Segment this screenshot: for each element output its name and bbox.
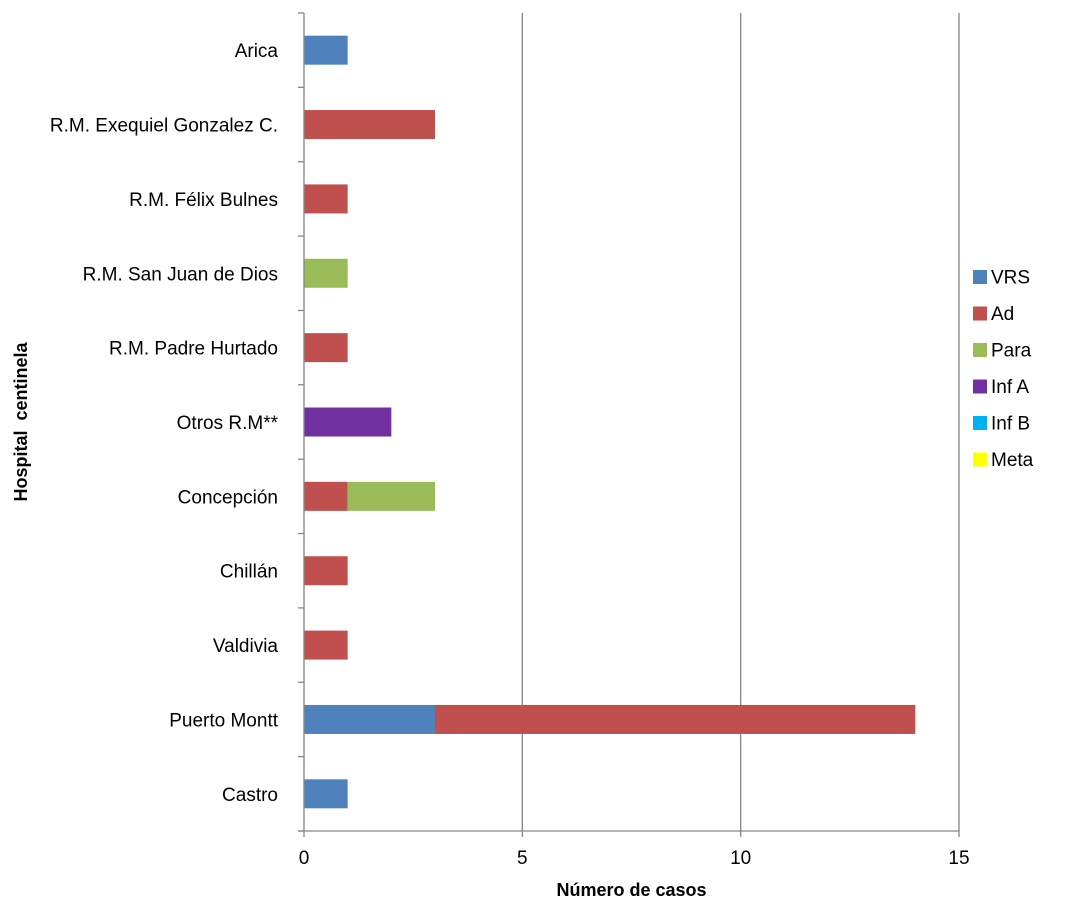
bar-segment [304, 184, 348, 214]
category-label: Valdivia [213, 636, 279, 657]
category-label: Castro [222, 785, 278, 806]
legend-label: Para [991, 341, 1032, 362]
category-label: R.M. Padre Hurtado [109, 339, 278, 360]
legend-label: Inf B [991, 414, 1030, 435]
x-tick-label: 15 [948, 848, 969, 869]
gridlines [521, 13, 960, 831]
legend-label: VRS [991, 268, 1030, 289]
x-tick-labels: 0 5 10 15 [299, 848, 970, 869]
category-label: R.M. Félix Bulnes [129, 190, 278, 211]
bar-segment [304, 481, 348, 511]
legend-swatch [973, 379, 987, 394]
legend-label: Meta [991, 450, 1034, 471]
legend-swatch [973, 416, 987, 430]
legend-swatch [973, 306, 987, 321]
legend-label: Inf A [991, 377, 1029, 398]
x-axis-title: Número de casos [556, 880, 706, 900]
legend: VRS Ad Para Inf A Inf B Meta [973, 268, 1034, 471]
bar-segment [304, 779, 348, 809]
legend-label: Ad [991, 304, 1014, 325]
category-label: Chillán [220, 562, 278, 583]
x-tick-label: 0 [299, 848, 310, 869]
bar-segment [304, 110, 435, 140]
bar-segment [304, 333, 348, 363]
category-labels: Arica R.M. Exequiel Gonzalez C. R.M. Félix… [50, 41, 279, 806]
bar-segment [304, 704, 435, 734]
bar-segment [347, 481, 435, 511]
bar-segment [304, 630, 348, 660]
axes [298, 12, 960, 837]
legend-swatch [973, 343, 987, 357]
category-label: R.M. Exequiel Gonzalez C. [50, 116, 278, 137]
bar-segment [435, 704, 916, 734]
category-label: Otros R.M** [177, 413, 279, 434]
category-label: Concepción [178, 487, 278, 508]
x-tick-label: 5 [517, 848, 528, 869]
category-label: Arica [235, 41, 279, 62]
bar-segment [304, 258, 348, 288]
bar-segment [304, 556, 348, 586]
legend-swatch [973, 452, 987, 467]
category-label: Puerto Montt [169, 710, 278, 731]
category-label: R.M. San Juan de Dios [83, 264, 278, 285]
bar-segment [304, 407, 392, 437]
x-tick-label: 10 [730, 848, 751, 869]
y-axis-title: Hospital centinela [11, 341, 31, 501]
legend-swatch [973, 270, 987, 284]
bars [304, 35, 916, 809]
bar-segment [304, 35, 348, 65]
